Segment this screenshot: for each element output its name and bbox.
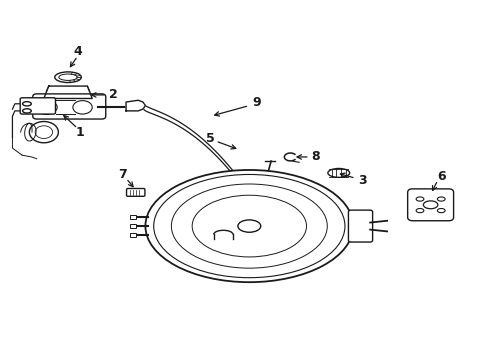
Text: 8: 8: [311, 150, 320, 163]
Ellipse shape: [436, 208, 444, 213]
Circle shape: [29, 122, 58, 143]
Polygon shape: [44, 86, 92, 99]
Ellipse shape: [436, 197, 444, 201]
Text: 1: 1: [76, 126, 84, 139]
Ellipse shape: [238, 220, 260, 232]
FancyBboxPatch shape: [33, 94, 105, 119]
FancyBboxPatch shape: [130, 233, 136, 237]
Polygon shape: [126, 100, 145, 111]
Text: 5: 5: [206, 132, 215, 145]
Text: 9: 9: [252, 95, 261, 108]
FancyBboxPatch shape: [348, 210, 372, 242]
Text: 4: 4: [73, 45, 82, 58]
Text: 7: 7: [118, 168, 127, 181]
Ellipse shape: [145, 170, 352, 282]
FancyBboxPatch shape: [407, 189, 453, 221]
FancyBboxPatch shape: [130, 215, 136, 219]
FancyBboxPatch shape: [20, 98, 55, 114]
Ellipse shape: [73, 100, 92, 114]
Ellipse shape: [415, 208, 423, 213]
Ellipse shape: [35, 100, 57, 114]
Ellipse shape: [22, 109, 31, 113]
FancyBboxPatch shape: [130, 224, 136, 228]
Ellipse shape: [415, 197, 423, 201]
Text: 6: 6: [437, 170, 445, 183]
Ellipse shape: [22, 102, 31, 106]
Ellipse shape: [249, 197, 258, 206]
Text: 3: 3: [358, 174, 366, 187]
Ellipse shape: [423, 201, 437, 209]
FancyBboxPatch shape: [126, 189, 144, 196]
Text: 2: 2: [108, 89, 117, 102]
Ellipse shape: [327, 168, 349, 177]
